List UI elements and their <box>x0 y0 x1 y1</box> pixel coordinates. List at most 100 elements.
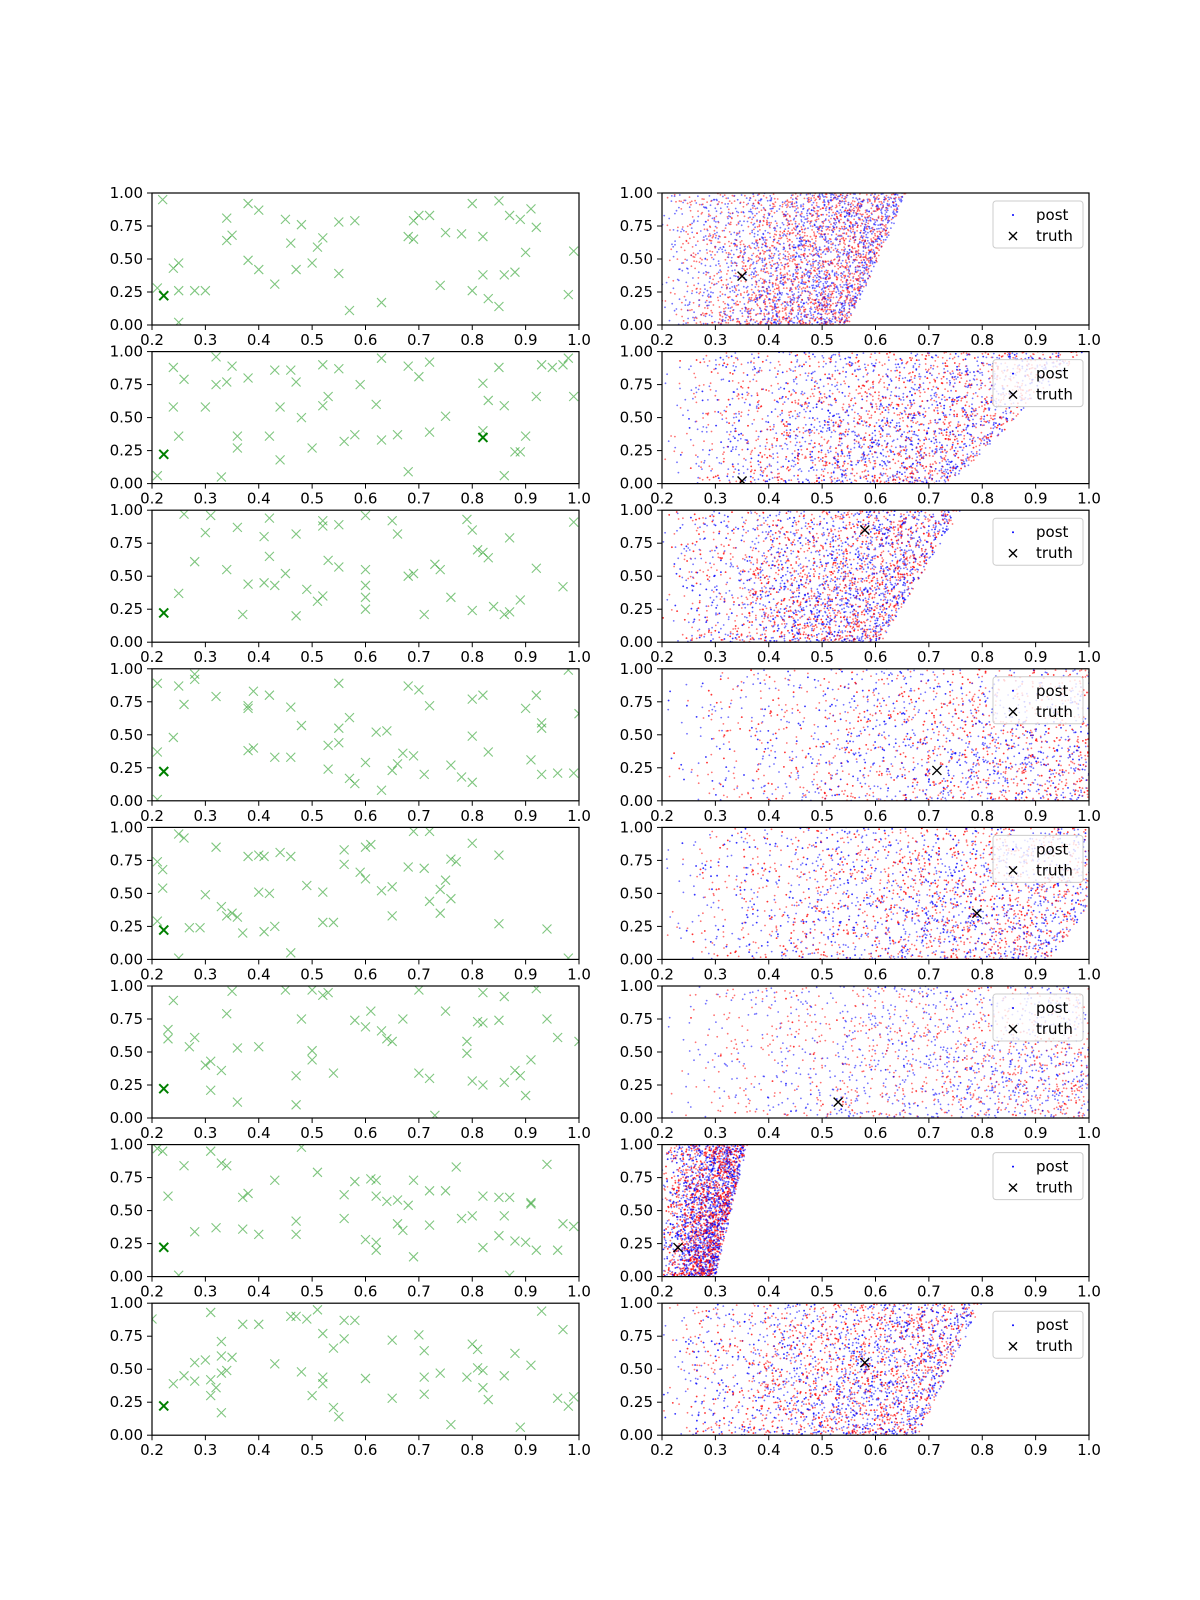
post-point <box>779 282 781 284</box>
post-point <box>727 216 729 218</box>
post-point <box>772 282 774 284</box>
post-point <box>841 235 843 237</box>
post-point <box>839 205 841 207</box>
post-point <box>762 224 764 226</box>
y-tick-label: 0.25 <box>620 283 653 301</box>
post-point <box>770 264 772 266</box>
post-point <box>721 280 723 282</box>
post-point <box>791 241 793 243</box>
post-point <box>672 246 674 248</box>
post-point <box>801 279 803 281</box>
sample-point <box>537 360 546 369</box>
post-point <box>754 447 756 449</box>
post-point <box>848 230 850 232</box>
post-point <box>706 252 708 254</box>
post-point <box>716 232 718 234</box>
post-point <box>808 299 810 301</box>
post-point <box>848 356 850 358</box>
post-point <box>771 323 773 325</box>
post-point <box>735 295 737 297</box>
post-point <box>957 423 959 425</box>
post-point <box>719 269 721 271</box>
post-point <box>851 287 853 289</box>
post-point <box>746 321 748 323</box>
legend-truth-label: truth <box>1036 227 1073 245</box>
post-point <box>763 207 765 209</box>
post-point <box>853 273 855 275</box>
post-point <box>853 212 855 214</box>
post-point <box>854 201 856 203</box>
post-point <box>749 267 751 269</box>
post-point <box>727 197 729 199</box>
post-point <box>812 314 814 316</box>
highlight-point <box>478 433 487 442</box>
post-point <box>834 272 836 274</box>
post-point <box>776 288 778 290</box>
post-point <box>780 321 782 323</box>
post-point <box>734 262 736 264</box>
post-point <box>683 230 685 232</box>
post-point <box>696 232 698 234</box>
post-point <box>693 219 695 221</box>
post-point <box>804 232 806 234</box>
post-point <box>857 251 859 253</box>
post-point <box>859 213 861 215</box>
post-point <box>963 435 965 437</box>
post-point <box>823 310 825 312</box>
post-point <box>732 195 734 197</box>
post-point <box>813 247 815 249</box>
post-point <box>714 254 716 256</box>
post-point <box>755 275 757 277</box>
post-point <box>725 284 727 286</box>
post-point <box>817 296 819 298</box>
post-point <box>729 318 731 320</box>
post-point <box>788 414 790 416</box>
post-point <box>966 368 968 370</box>
post-point <box>731 306 733 308</box>
post-point <box>769 208 771 210</box>
post-point <box>825 236 827 238</box>
post-point <box>722 320 724 322</box>
post-point <box>805 282 807 284</box>
sample-point <box>516 447 525 456</box>
post-point <box>774 212 776 214</box>
post-point <box>966 365 968 367</box>
post-point <box>861 242 863 244</box>
post-point <box>815 226 817 228</box>
post-point <box>666 282 668 284</box>
post-point <box>765 209 767 211</box>
post-point <box>964 424 966 426</box>
post-point <box>849 321 851 323</box>
post-point <box>792 322 794 324</box>
post-point <box>742 265 744 267</box>
post-point <box>873 237 875 239</box>
post-point <box>877 244 879 246</box>
post-point <box>798 288 800 290</box>
post-point <box>842 237 844 239</box>
post-point <box>859 287 861 289</box>
post-point <box>878 255 880 257</box>
post-point <box>850 210 852 212</box>
post-point <box>792 309 794 311</box>
post-point <box>740 244 742 246</box>
post-point <box>775 234 777 236</box>
post-point <box>765 243 767 245</box>
post-point <box>972 419 974 421</box>
post-point <box>856 278 858 280</box>
post-point <box>827 226 829 228</box>
sample-point <box>292 265 301 274</box>
post-point <box>803 208 805 210</box>
post-point <box>714 395 716 397</box>
post-point <box>805 291 807 293</box>
post-point <box>795 235 797 237</box>
post-point <box>798 263 800 265</box>
post-point <box>834 284 836 286</box>
post-point <box>848 316 850 318</box>
sample-point <box>404 467 413 476</box>
post-point <box>874 221 876 223</box>
post-point <box>793 278 795 280</box>
post-point <box>803 203 805 205</box>
post-point <box>711 282 713 284</box>
post-point <box>818 312 820 314</box>
